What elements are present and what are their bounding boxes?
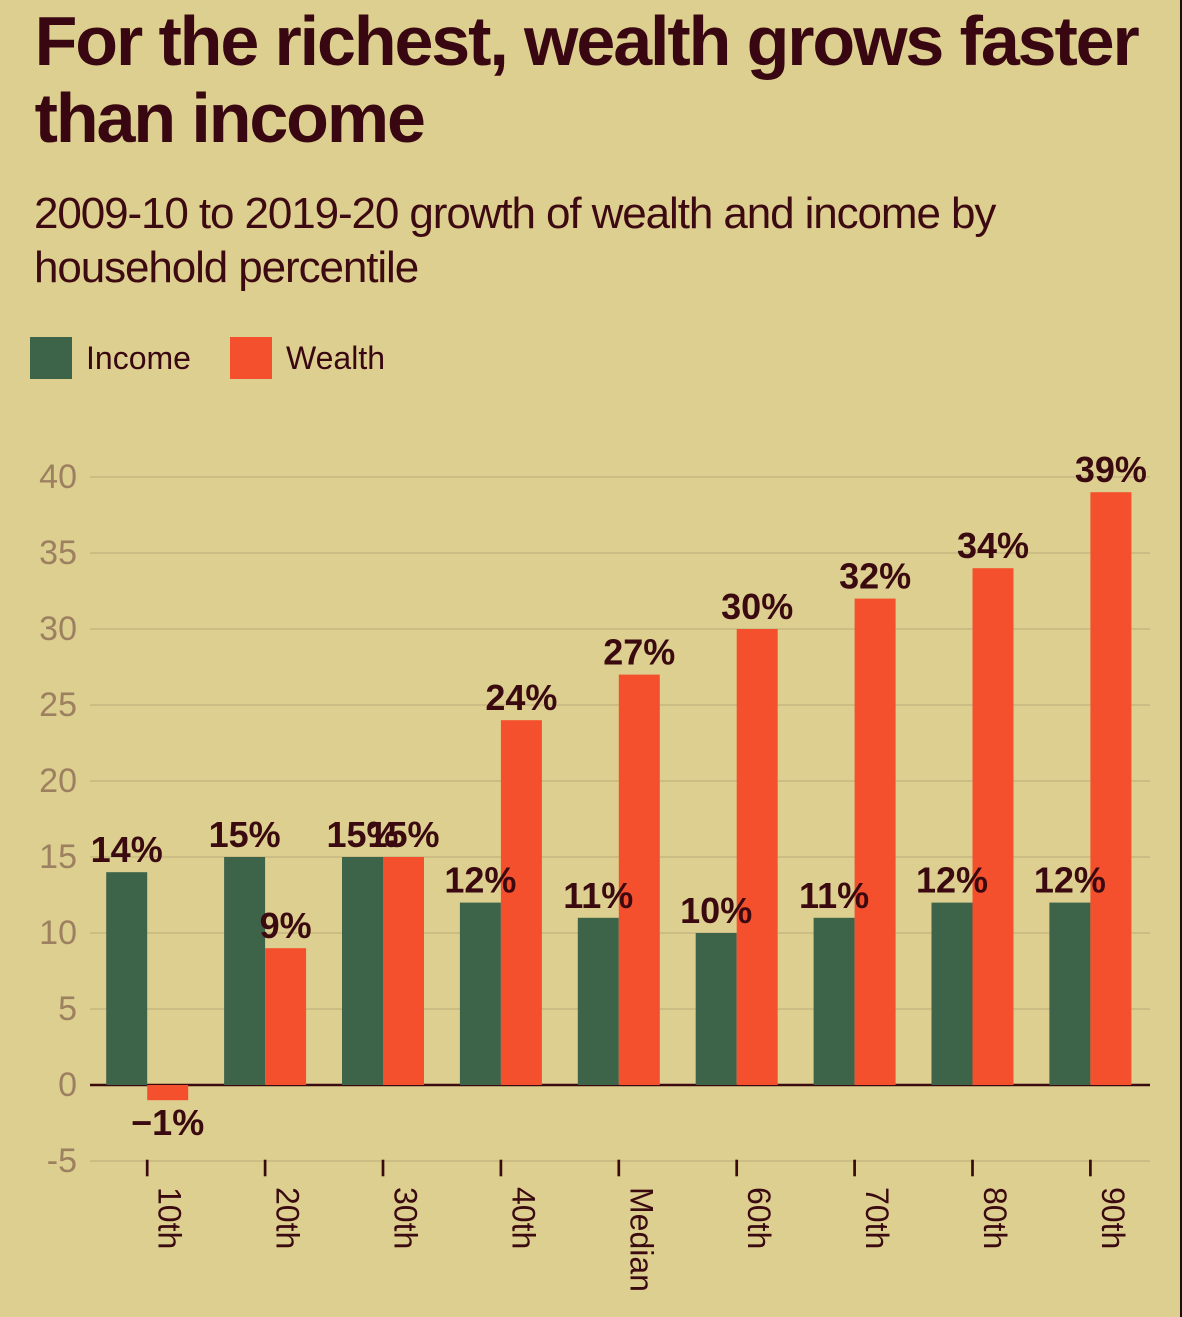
svg-text:5: 5 [58, 990, 77, 1028]
svg-text:35: 35 [39, 534, 77, 572]
svg-text:24%: 24% [485, 677, 557, 718]
svg-text:-5: -5 [47, 1142, 77, 1180]
svg-text:27%: 27% [603, 632, 675, 673]
svg-text:40th: 40th [505, 1187, 541, 1249]
svg-text:15%: 15% [367, 814, 439, 855]
svg-text:11%: 11% [799, 875, 869, 916]
svg-text:14%: 14% [91, 829, 163, 870]
svg-text:30: 30 [39, 610, 77, 648]
svg-text:30%: 30% [721, 586, 793, 627]
svg-text:20: 20 [39, 762, 77, 800]
svg-text:25: 25 [39, 686, 77, 724]
svg-text:9%: 9% [260, 905, 312, 946]
svg-text:80th: 80th [977, 1187, 1013, 1249]
svg-text:20th: 20th [270, 1187, 306, 1249]
svg-text:30th: 30th [388, 1187, 424, 1249]
svg-text:12%: 12% [916, 860, 988, 901]
svg-text:70th: 70th [859, 1187, 895, 1249]
svg-text:39%: 39% [1075, 449, 1147, 490]
svg-text:10th: 10th [152, 1187, 188, 1249]
svg-text:−1%: −1% [131, 1102, 204, 1143]
svg-text:34%: 34% [957, 525, 1029, 566]
svg-text:12%: 12% [444, 860, 516, 901]
svg-text:Median: Median [623, 1187, 659, 1292]
svg-text:12%: 12% [1034, 860, 1106, 901]
svg-text:60th: 60th [741, 1187, 777, 1249]
svg-text:40: 40 [39, 458, 77, 496]
svg-text:11%: 11% [563, 875, 633, 916]
svg-text:32%: 32% [839, 556, 911, 597]
svg-text:10%: 10% [680, 890, 752, 931]
svg-text:15: 15 [39, 838, 77, 876]
svg-text:0: 0 [58, 1066, 77, 1104]
svg-text:15%: 15% [209, 814, 281, 855]
svg-text:10: 10 [39, 914, 77, 952]
svg-text:90th: 90th [1095, 1187, 1131, 1249]
